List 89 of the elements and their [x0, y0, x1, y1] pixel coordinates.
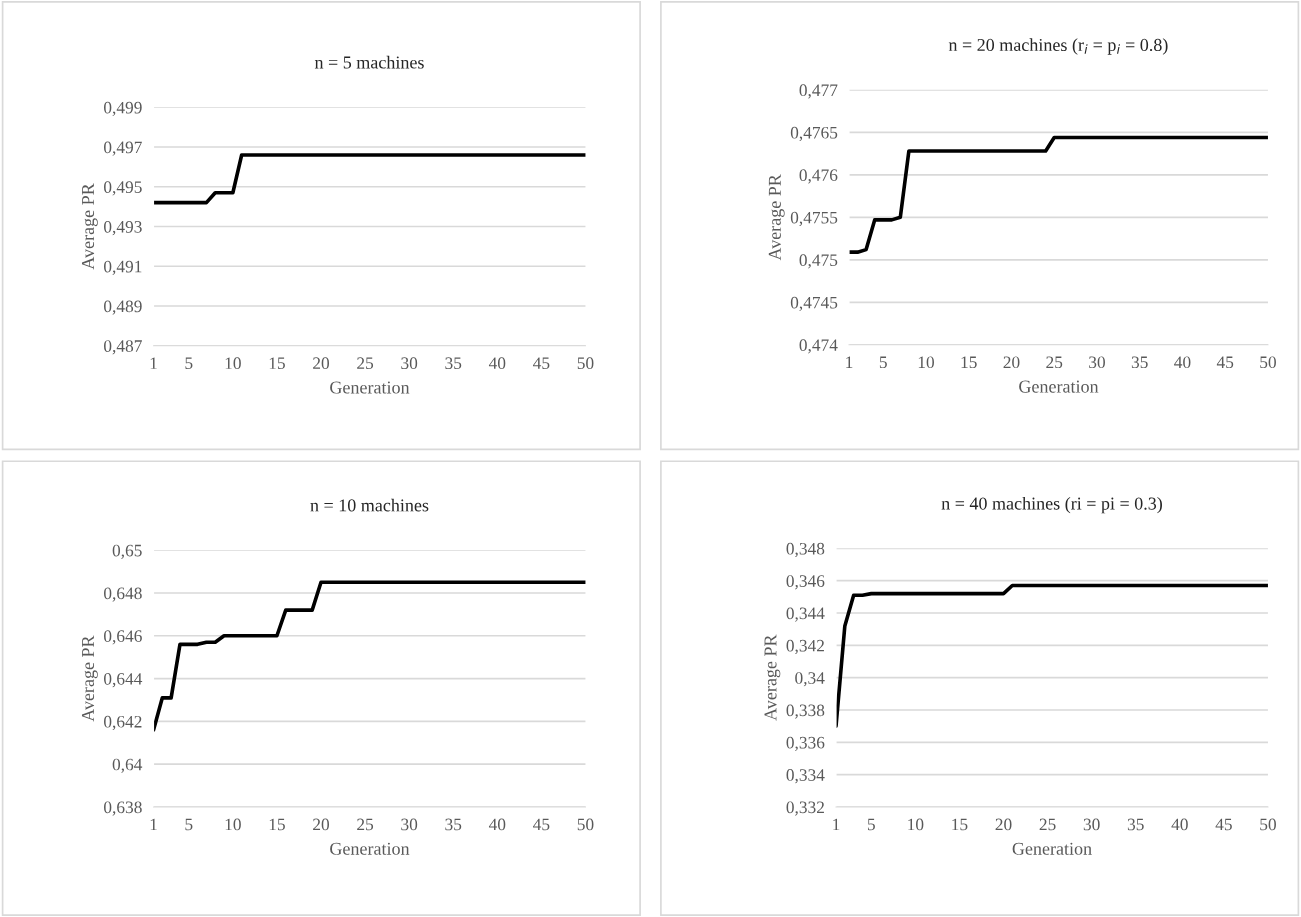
x-tick-label: 30 — [401, 357, 418, 370]
x-tick-label: 30 — [401, 818, 418, 831]
chart-title: n = 40 machines (ri = pi = 0.3) — [941, 496, 1162, 514]
x-tick-label: 35 — [445, 357, 462, 370]
y-tick-label: 0,4745 — [790, 296, 838, 311]
x-tick-label: 10 — [918, 356, 934, 369]
y-tick-label: 0,642 — [104, 715, 142, 731]
x-tick-label: 1 — [150, 818, 157, 831]
x-tick-label: 40 — [488, 818, 506, 831]
x-tick-label: 30 — [1089, 356, 1105, 369]
x-axis-title: Generation — [1019, 380, 1099, 393]
x-tick-label: 5 — [867, 818, 875, 831]
x-tick-label: 45 — [533, 818, 550, 831]
x-tick-label: 5 — [185, 357, 193, 370]
x-tick-label: 45 — [1216, 356, 1234, 369]
y-tick-label: 0,64 — [112, 758, 143, 773]
y-tick-label: 0,638 — [104, 801, 142, 816]
y-tick-label: 0,491 — [104, 260, 142, 275]
line-series — [849, 135, 1268, 254]
x-axis-title: Generation — [330, 842, 410, 855]
x-tick-label: 50 — [577, 357, 594, 370]
line-series — [836, 583, 1268, 728]
chart-title: n = 5 machines — [314, 55, 424, 69]
x-tick-label: 40 — [1171, 818, 1188, 831]
y-tick-label: 0,646 — [104, 630, 142, 645]
y-tick-label: 0,338 — [786, 704, 825, 719]
x-tick-label: 25 — [1039, 818, 1056, 831]
x-tick-label: 1 — [846, 356, 853, 368]
x-tick-label: 45 — [533, 357, 550, 370]
x-tick-label: 40 — [1174, 356, 1191, 369]
x-tick-label: 35 — [1131, 356, 1148, 369]
x-tick-label: 25 — [357, 818, 374, 831]
x-tick-label: 20 — [1003, 356, 1020, 369]
y-tick-label: 0,346 — [786, 575, 825, 590]
x-tick-label: 40 — [488, 357, 506, 370]
x-tick-label: 30 — [1083, 818, 1100, 831]
y-tick-label: 0,495 — [104, 181, 142, 196]
y-tick-label: 0,648 — [104, 587, 142, 602]
line-series — [153, 580, 586, 732]
x-tick-label: 1 — [833, 818, 840, 831]
y-tick-label: 0,4765 — [790, 126, 838, 142]
y-axis-title: Average PR — [764, 634, 781, 721]
chart-title: n = 10 machines — [310, 498, 429, 512]
y-axis-title: Average PR — [81, 183, 98, 270]
x-tick-label: 50 — [577, 818, 594, 831]
y-tick-label: 0,336 — [786, 736, 825, 751]
y-tick-label: 0,497 — [104, 141, 142, 156]
x-tick-label: 15 — [269, 818, 285, 831]
chart-title: n = 20 machines (r$_{i}$ = p$_{i}$ = 0.8) — [948, 38, 1168, 55]
x-tick-label: 20 — [313, 818, 330, 831]
x-tick-label: 45 — [1215, 818, 1232, 831]
y-tick-label: 0,344 — [786, 607, 825, 622]
y-tick-label: 0,476 — [799, 169, 838, 184]
y-tick-label: 0,487 — [104, 340, 142, 355]
y-tick-label: 0,65 — [112, 544, 142, 559]
y-tick-label: 0,34 — [795, 672, 825, 687]
x-axis-title: Generation — [1012, 842, 1092, 855]
x-tick-label: 5 — [185, 818, 193, 831]
x-tick-label: 5 — [879, 356, 887, 369]
y-tick-label: 0,4755 — [790, 211, 838, 227]
x-tick-label: 10 — [225, 357, 241, 370]
y-axis-title: Average PR — [768, 174, 785, 261]
y-tick-label: 0,493 — [104, 220, 142, 236]
x-tick-label: 1 — [150, 357, 157, 369]
x-tick-label: 35 — [445, 818, 462, 831]
x-tick-label: 25 — [1046, 356, 1063, 369]
y-tick-label: 0,348 — [786, 542, 825, 558]
y-axis-title: Average PR — [81, 635, 98, 722]
x-tick-label: 10 — [225, 818, 241, 831]
x-tick-label: 20 — [313, 357, 330, 370]
y-tick-label: 0,499 — [104, 101, 142, 116]
x-tick-label: 35 — [1127, 818, 1144, 831]
x-tick-label: 20 — [995, 818, 1012, 831]
y-tick-label: 0,332 — [786, 801, 824, 816]
x-tick-label: 10 — [908, 818, 924, 831]
y-tick-label: 0,334 — [786, 769, 825, 784]
x-tick-label: 50 — [1260, 818, 1276, 831]
x-tick-label: 50 — [1260, 356, 1276, 369]
x-tick-label: 15 — [952, 818, 968, 831]
x-tick-label: 25 — [357, 357, 374, 370]
y-tick-label: 0,477 — [799, 84, 838, 99]
x-axis-title: Generation — [330, 381, 410, 394]
x-tick-label: 15 — [269, 357, 285, 370]
y-tick-label: 0,644 — [104, 673, 143, 688]
y-tick-label: 0,342 — [786, 639, 824, 655]
y-tick-label: 0,489 — [104, 300, 142, 315]
y-tick-label: 0,474 — [799, 339, 838, 354]
x-tick-label: 15 — [961, 356, 977, 369]
y-tick-label: 0,475 — [799, 254, 838, 269]
